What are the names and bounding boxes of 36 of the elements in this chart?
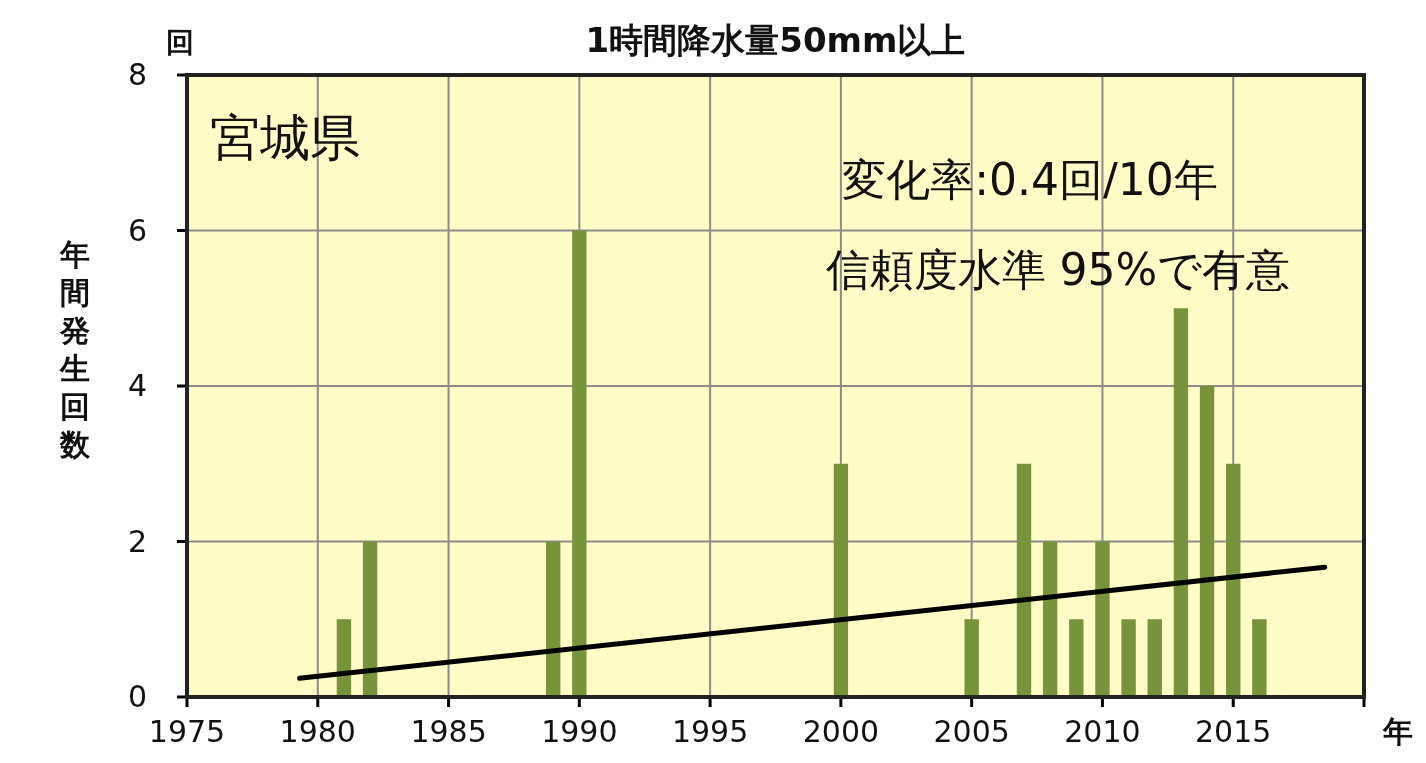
x-tick-label: 2010 <box>1064 714 1141 749</box>
bar <box>572 230 587 697</box>
x-tick-label: 1995 <box>671 714 749 749</box>
x-tick-label: 1990 <box>541 714 618 749</box>
bar <box>1016 463 1032 697</box>
bar <box>1042 541 1058 697</box>
bar <box>833 463 849 697</box>
bar <box>964 619 979 697</box>
y-tick-label: 0 <box>127 679 147 714</box>
annotation: 変化率:0.4回/10年 <box>842 154 1218 205</box>
bar <box>1069 619 1084 697</box>
bar <box>1226 463 1241 697</box>
bar <box>1199 386 1215 697</box>
x-tick-label: 2005 <box>933 714 1010 749</box>
x-tick-label: 2000 <box>802 714 880 749</box>
chart-title: 1時間降水量50mm以上 <box>585 20 966 60</box>
bar <box>1252 619 1267 697</box>
y-axis-title: 年間発生回数 <box>59 237 91 462</box>
bar <box>1173 308 1189 697</box>
bar <box>362 541 378 697</box>
annotation: 宮城県 <box>210 109 360 167</box>
x-tick-label: 1980 <box>279 714 356 749</box>
x-tick-label: 1985 <box>410 714 487 749</box>
text: 回 <box>166 26 194 59</box>
bar <box>545 541 561 697</box>
y-tick-label: 2 <box>127 523 147 559</box>
annotation: 信頼度水準 95%で有意 <box>825 244 1291 295</box>
x-tick-label: 2015 <box>1195 714 1272 749</box>
x-axis-title: 年 <box>1382 714 1413 749</box>
bar <box>1095 541 1110 697</box>
x-tick-label: 1975 <box>148 714 226 749</box>
y-tick-label: 8 <box>127 57 147 92</box>
y-tick-label: 4 <box>127 368 147 403</box>
bar <box>1147 619 1162 697</box>
y-tick-label: 6 <box>127 212 147 248</box>
bar <box>1121 619 1136 697</box>
